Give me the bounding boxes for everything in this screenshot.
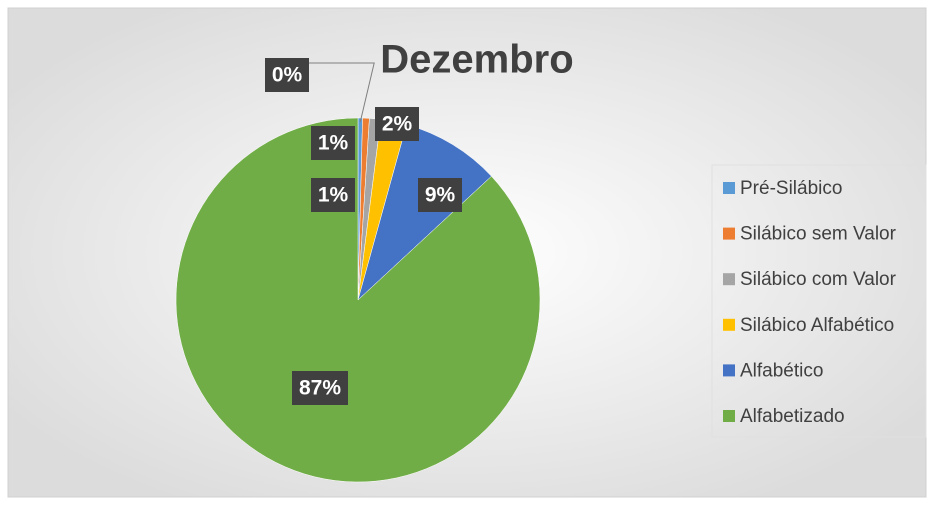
- legend-label: Alfabetizado: [740, 406, 845, 427]
- data-label-box: [311, 126, 355, 160]
- legend-label: Silábico Alfabético: [740, 315, 894, 336]
- data-label-box: [418, 178, 462, 212]
- data-label: 1%: [318, 184, 349, 207]
- data-label-box: [292, 371, 348, 405]
- legend-swatch: [723, 318, 735, 331]
- leader-line: [309, 62, 375, 123]
- pie-slice: [175, 117, 541, 483]
- legend-label: Silábico sem Valor: [740, 224, 897, 245]
- data-label-box: [311, 178, 355, 212]
- data-label-box: [265, 58, 309, 92]
- chart-title: Dezembro: [380, 38, 573, 82]
- data-label: 2%: [382, 113, 413, 136]
- legend-label: Pré-Silábico: [740, 178, 842, 199]
- legend-swatch: [723, 364, 735, 377]
- legend-swatch: [723, 410, 735, 422]
- legend-swatch: [723, 273, 735, 286]
- legend: Pré-Silábico Silábico sem Valor Silábico c…: [711, 164, 927, 438]
- legend-swatch: [723, 182, 735, 194]
- data-label-box: [375, 107, 419, 141]
- data-label: 1%: [318, 132, 349, 155]
- data-label: 0%: [272, 64, 303, 87]
- data-label: 9%: [425, 184, 456, 207]
- legend-label: Silábico com Valor: [740, 269, 897, 290]
- data-label: 87%: [299, 377, 341, 400]
- legend-box: [711, 164, 927, 438]
- legend-label: Alfabético: [740, 360, 823, 381]
- legend-swatch: [723, 227, 735, 240]
